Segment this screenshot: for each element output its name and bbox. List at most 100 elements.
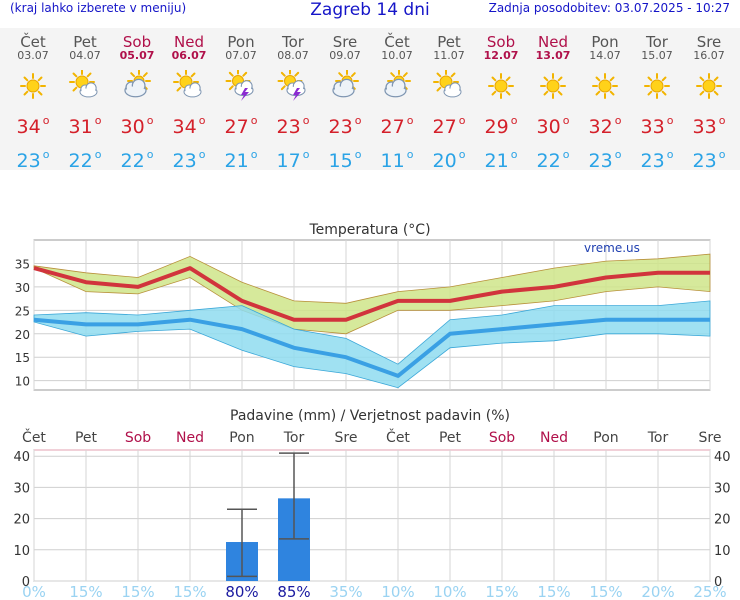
max-temperature-value: 30 [120,116,145,138]
min-temperature: 21 o [215,144,267,172]
cloud-sun-icon [124,70,151,98]
x-tick-label: Pet [75,430,98,446]
degree-sign: o [146,114,154,127]
day-column: Sob 05.07 30 o 22 o [111,28,163,172]
min-temperature: 22 o [111,144,163,172]
day-date: 11.07 [433,49,465,62]
x-tick-label: Čet [386,428,410,446]
min-temperature: 23 o [579,144,631,172]
day-name: Čet [20,33,46,51]
min-temperature: 23 o [163,144,215,172]
degree-sign: o [250,148,258,161]
degree-sign: o [458,148,466,161]
day-date: 14.07 [589,49,621,62]
menu-hint: (kraj lahko izberete v meniju) [10,1,187,15]
max-temperature: 30 o [527,110,579,138]
temperature-chart: Temperatura (°C) 10 15 20 25 30 35 vreme.us [15,222,711,391]
x-tick-label: Sre [335,430,358,446]
x-tick-label: Pon [593,430,618,446]
sun-cloud-icon [433,70,462,98]
sun-icon [696,73,722,99]
day-date: 16.07 [693,49,725,62]
min-temperature-line [33,317,710,378]
sun-icon [488,73,514,99]
y-tick-label: 20 [15,328,30,342]
sun-icon [540,73,566,99]
max-temperature: 32 o [579,110,631,138]
degree-sign: o [614,114,622,127]
precipitation-probability: 80% [225,583,258,600]
degree-sign: o [42,114,50,127]
day-column: Pon 14.07 32 o 23 o [579,28,631,172]
min-temperature: 22 o [59,144,111,172]
day-date: 09.07 [329,49,361,62]
degree-sign: o [718,114,726,127]
y-tick-label-right: 0 [714,575,722,590]
x-tick-label: Pet [439,430,462,446]
degree-sign: o [94,148,102,161]
precipitation-probability: 15% [69,583,102,600]
precipitation-probability: 15% [537,583,570,600]
day-name: Sre [696,33,722,51]
precipitation-probability: 15% [485,583,518,600]
y-tick-label-right: 40 [714,450,731,465]
max-temperature: 27 o [371,110,423,138]
max-temperature-value: 34 [16,116,41,138]
x-tick-label: Pon [229,430,254,446]
day-date: 12.07 [483,49,519,62]
min-temperature-value: 23 [16,150,41,172]
day-name: Sre [332,33,358,51]
day-name: Ned [174,33,204,51]
day-column: Čet 10.07 27 o 11 o [371,28,423,172]
degree-sign: o [666,148,674,161]
day-column: Ned 06.07 34 o 23 o [163,28,215,172]
day-date: 05.07 [119,49,155,62]
degree-sign: o [354,114,362,127]
x-tick-label: Tor [647,430,669,446]
day-name: Pon [591,33,619,51]
min-temperature: 21 o [475,144,527,172]
degree-sign: o [510,148,518,161]
max-temperature: 23 o [267,110,319,138]
last-update: Zadnja posodobitev: 03.07.2025 - 10:27 [488,1,730,15]
min-temperature: 11 o [371,144,423,172]
max-temperature-value: 30 [536,116,561,138]
max-temperature-value: 27 [380,116,405,138]
day-name: Sob [486,33,516,51]
day-date: 08.07 [277,49,309,62]
min-temperature-value: 11 [380,150,405,172]
x-tick-label: Sob [489,430,515,446]
degree-sign: o [198,148,206,161]
day-date: 10.07 [381,49,413,62]
y-tick-label: 25 [15,304,30,318]
day-name: Pon [227,33,255,51]
max-temperature: 34 o [7,110,59,138]
max-temperature: 29 o [475,110,527,138]
day-date: 04.07 [69,49,101,62]
day-column: Čet 03.07 34 o 23 o [7,28,59,172]
day-column: Tor 08.07 23 o 17 o [267,28,319,172]
x-tick-label: Sob [125,430,151,446]
page-title: Zagreb 14 dni [310,0,430,20]
max-temperature: 23 o [319,110,371,138]
y-tick-label-left: 40 [13,450,30,465]
y-tick-label-right: 20 [714,513,731,528]
degree-sign: o [302,114,310,127]
max-temperature-value: 34 [172,116,197,138]
y-tick-label-left: 0 [22,575,30,590]
day-name: Tor [282,33,304,51]
max-temperature-value: 23 [328,116,353,138]
min-temperature-value: 23 [172,150,197,172]
max-temperature: 30 o [111,110,163,138]
min-temperature-value: 21 [224,150,249,172]
day-name: Pet [437,33,461,51]
x-tick-label: Ned [540,430,568,446]
degree-sign: o [614,148,622,161]
x-tick-label: Čet [22,428,46,446]
day-date: 13.07 [535,49,571,62]
chart-title: Temperatura (°C) [308,222,430,238]
day-column: Tor 15.07 33 o 23 o [631,28,683,172]
degree-sign: o [458,114,466,127]
max-temperature-value: 33 [640,116,665,138]
min-temperature: 20 o [423,144,475,172]
